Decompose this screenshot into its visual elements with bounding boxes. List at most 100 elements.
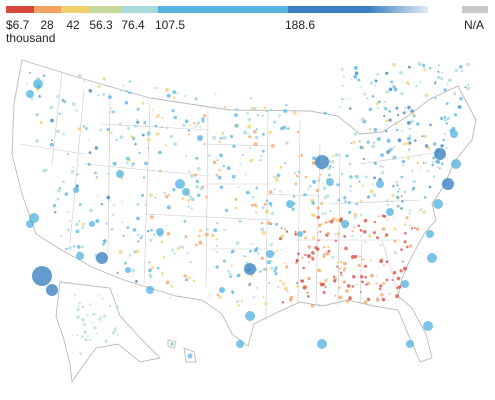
county-bubble: [160, 126, 163, 129]
county-bubble: [416, 161, 420, 164]
county-bubble: [329, 210, 332, 213]
county-bubble: [81, 245, 84, 249]
county-bubble: [366, 140, 370, 144]
county-bubble: [353, 212, 358, 217]
county-bubble: [138, 151, 141, 155]
county-bubble: [222, 259, 226, 263]
county-bubble: [324, 211, 328, 215]
county-bubble: [30, 97, 34, 101]
county-bubble: [388, 292, 391, 295]
county-bubble: [155, 115, 159, 119]
county-bubble: [448, 78, 452, 82]
county-bubble: [395, 294, 399, 299]
county-bubble: [84, 338, 88, 342]
county-bubble: [363, 258, 366, 260]
county-bubble: [336, 261, 339, 264]
county-bubble: [247, 124, 252, 129]
county-bubble: [144, 123, 147, 126]
county-bubble: [291, 207, 295, 211]
county-bubble: [176, 92, 179, 95]
county-bubble: [142, 176, 146, 179]
county-bubble: [434, 148, 446, 160]
county-bubble: [393, 239, 397, 243]
county-bubble: [97, 194, 99, 197]
county-bubble: [196, 166, 201, 171]
county-bubble: [268, 282, 271, 284]
county-bubble: [392, 63, 396, 67]
county-bubble: [220, 137, 223, 140]
county-bubble: [149, 274, 153, 279]
legend-swatch-7: [288, 6, 368, 13]
county-bubble: [421, 135, 424, 138]
county-bubble: [215, 244, 218, 247]
county-bubble: [348, 98, 350, 100]
county-bubble: [216, 222, 219, 225]
county-bubble: [464, 86, 467, 89]
county-bubble: [376, 236, 379, 240]
county-bubble: [158, 169, 162, 173]
county-bubble: [403, 266, 407, 271]
county-bubble: [397, 138, 402, 143]
county-bubble: [436, 75, 441, 80]
county-bubble: [348, 162, 352, 166]
county-bubble: [246, 190, 250, 195]
county-bubble: [400, 207, 403, 210]
county-bubble: [243, 255, 246, 257]
county-bubble: [260, 256, 264, 260]
county-bubble: [334, 239, 337, 242]
county-bubble: [166, 232, 171, 236]
county-bubble: [394, 121, 398, 126]
county-bubble: [328, 160, 331, 163]
county-bubble: [139, 236, 143, 240]
county-bubble: [112, 110, 115, 114]
county-bubble: [348, 210, 352, 214]
county-bubble: [133, 250, 136, 253]
county-bubble: [437, 64, 440, 67]
county-bubble: [193, 121, 196, 125]
county-bubble: [255, 246, 259, 250]
county-bubble: [441, 71, 444, 74]
county-bubble: [184, 119, 189, 124]
county-bubble: [76, 173, 79, 176]
county-bubble: [146, 286, 154, 294]
county-bubble: [223, 228, 226, 232]
county-bubble: [32, 266, 52, 286]
county-bubble: [97, 293, 100, 296]
county-bubble: [153, 87, 156, 90]
county-bubble: [65, 247, 68, 251]
county-bubble: [400, 271, 403, 274]
county-bubble: [192, 279, 196, 282]
county-bubble: [104, 339, 108, 343]
county-bubble: [423, 321, 433, 331]
county-bubble: [361, 258, 364, 261]
county-bubble: [198, 228, 203, 233]
county-bubble: [234, 206, 238, 210]
county-bubble: [357, 78, 361, 82]
county-bubble: [417, 62, 422, 67]
county-bubble: [404, 223, 407, 226]
county-bubble: [141, 193, 144, 197]
county-bubble: [201, 120, 205, 123]
county-bubble: [162, 274, 164, 277]
county-bubble: [249, 147, 251, 149]
county-bubble: [129, 80, 132, 83]
county-bubble: [446, 116, 451, 120]
county-bubble: [60, 235, 62, 237]
county-bubble: [253, 142, 258, 147]
county-bubble: [148, 261, 151, 264]
county-bubble: [319, 230, 322, 233]
county-bubble: [303, 230, 306, 234]
county-bubble: [284, 262, 287, 265]
county-bubble: [165, 126, 169, 130]
county-bubble: [392, 185, 395, 188]
county-bubble: [401, 81, 404, 83]
county-bubble: [267, 260, 271, 265]
county-bubble: [281, 194, 284, 197]
county-bubble: [391, 84, 394, 87]
county-bubble: [383, 235, 386, 238]
county-bubble: [354, 215, 357, 219]
county-bubble: [349, 175, 353, 179]
legend-unit-label: thousand: [6, 31, 56, 45]
county-bubble: [445, 122, 448, 125]
county-bubble: [372, 193, 377, 198]
